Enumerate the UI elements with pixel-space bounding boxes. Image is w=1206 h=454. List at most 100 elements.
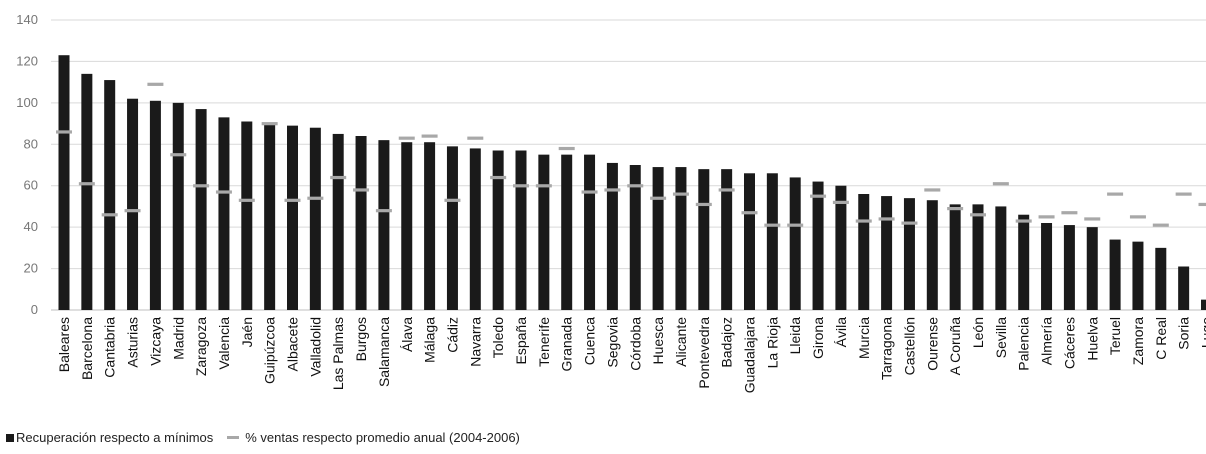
x-tick-label: Cantabria: [102, 317, 118, 378]
marker: [1152, 223, 1169, 227]
bar: [1155, 247, 1167, 310]
bar: [378, 140, 390, 310]
marker: [1084, 217, 1101, 221]
x-tick-label: Salamanca: [376, 317, 392, 387]
bar: [675, 167, 687, 310]
x-tick-label: Málaga: [422, 317, 438, 363]
marker: [375, 209, 392, 213]
marker: [581, 190, 598, 194]
bar: [652, 167, 664, 310]
marker: [215, 190, 232, 194]
legend-label-bars: Recuperación respecto a mínimos: [16, 430, 214, 445]
marker-series: [56, 82, 1206, 227]
marker: [672, 192, 689, 196]
bar: [309, 127, 321, 310]
x-tick-label: Sevilla: [993, 317, 1009, 358]
bar: [149, 100, 161, 311]
bar: [949, 204, 961, 310]
y-tick-label: 80: [24, 136, 38, 151]
marker: [787, 223, 804, 227]
bar: [58, 55, 70, 310]
marker: [124, 209, 141, 213]
x-tick-label: Navarra: [467, 317, 483, 367]
x-tick-label: Cuenca: [582, 317, 598, 365]
marker: [261, 122, 278, 126]
x-tick-label: C Real: [1153, 317, 1169, 360]
marker: [855, 219, 872, 223]
marker: [170, 153, 187, 157]
marker: [1175, 192, 1192, 196]
bar: [584, 154, 596, 310]
marker: [284, 198, 301, 202]
x-tick-label: Badajoz: [719, 317, 735, 368]
marker: [535, 184, 552, 188]
bar: [606, 162, 618, 310]
x-tick-label: Girona: [810, 317, 826, 359]
marker: [101, 213, 118, 217]
x-tick-label: Murcia: [856, 317, 872, 359]
bar: [561, 154, 573, 310]
x-tick-label: España: [513, 317, 529, 365]
marker: [695, 202, 712, 207]
x-tick-label: Álava: [399, 317, 415, 352]
marker: [238, 198, 255, 202]
bar: [789, 177, 801, 310]
bar: [995, 206, 1007, 310]
marker: [78, 182, 95, 186]
bar: [446, 146, 458, 310]
bar: [972, 204, 984, 310]
bar: [469, 148, 481, 310]
x-tick-label: Baleares: [56, 317, 72, 372]
marker: [1061, 211, 1078, 215]
bar: [332, 133, 344, 310]
x-tick-label: Vizcaya: [147, 317, 163, 366]
y-tick-label: 120: [16, 53, 38, 68]
marker: [901, 221, 918, 225]
marker: [467, 136, 484, 140]
marker: [307, 196, 324, 200]
x-tick-label: Alicante: [673, 317, 689, 367]
bar: [287, 125, 298, 311]
y-tick-label: 40: [24, 219, 38, 234]
x-tick-label: Huesca: [650, 317, 666, 365]
marker: [970, 213, 986, 217]
bar: [355, 136, 367, 310]
x-tick-label: Valladolid: [307, 317, 323, 377]
marker: [490, 175, 507, 180]
legend-bar-swatch: [6, 434, 14, 442]
marker: [56, 130, 72, 134]
marker: [1038, 215, 1055, 219]
marker: [604, 188, 621, 192]
x-tick-label: Zaragoza: [193, 317, 209, 376]
x-tick-label: Segovia: [604, 317, 620, 368]
marker: [992, 182, 1009, 186]
marker: [444, 198, 461, 202]
marker: [627, 184, 644, 188]
x-tick-label: Pontevedra: [696, 317, 712, 389]
marker: [398, 136, 415, 140]
bar: [218, 117, 230, 310]
marker: [513, 184, 529, 188]
bar: [835, 185, 847, 310]
legend-marker-swatch: [227, 436, 240, 439]
bar: [195, 109, 207, 310]
bar: [241, 121, 253, 310]
bar: [515, 150, 527, 310]
x-tick-label: Valencia: [216, 317, 232, 370]
marker: [947, 207, 964, 211]
marker: [558, 146, 575, 151]
bar: [858, 194, 870, 310]
marker: [718, 188, 735, 192]
y-axis-tick-labels: 0 20 40 60 80 100 120 140: [16, 12, 38, 317]
marker: [1129, 215, 1146, 219]
x-tick-label: Huelva: [1084, 317, 1100, 361]
bar-series: [58, 55, 1206, 311]
x-tick-label: León: [970, 317, 986, 348]
bar: [629, 165, 641, 310]
x-tick-label: Soria: [1176, 317, 1192, 350]
bar: [1086, 227, 1098, 310]
x-tick-label: Guipúzcoa: [262, 317, 278, 384]
marker: [832, 200, 849, 204]
bar: [926, 200, 938, 310]
x-tick-label: A Coruña: [947, 317, 963, 376]
